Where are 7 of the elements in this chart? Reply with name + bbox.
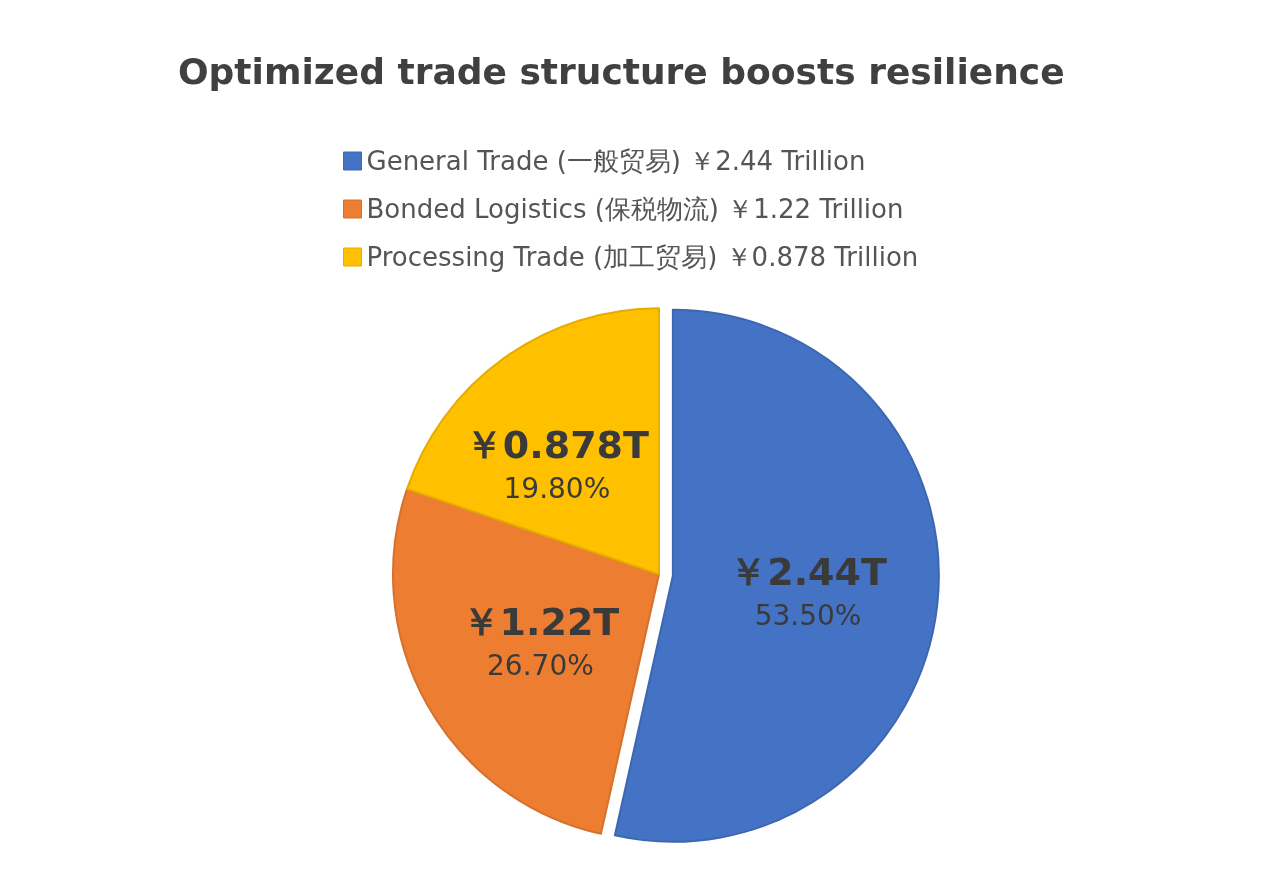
legend-label: Bonded Logistics (保税物流) ￥1.22 Trillion: [366, 194, 904, 224]
chart-title: Optimized trade structure boosts resilience: [178, 50, 1065, 92]
data-label: ￥1.22T 26.70%: [461, 599, 620, 683]
data-label: ￥0.878T 19.80%: [464, 422, 650, 506]
data-label: ￥2.44T 53.50%: [729, 549, 887, 633]
legend-label: General Trade (一般贸易) ￥2.44 Trillion: [366, 146, 866, 176]
legend-label: Processing Trade (加工贸易) ￥0.878 Trillion: [366, 242, 919, 272]
